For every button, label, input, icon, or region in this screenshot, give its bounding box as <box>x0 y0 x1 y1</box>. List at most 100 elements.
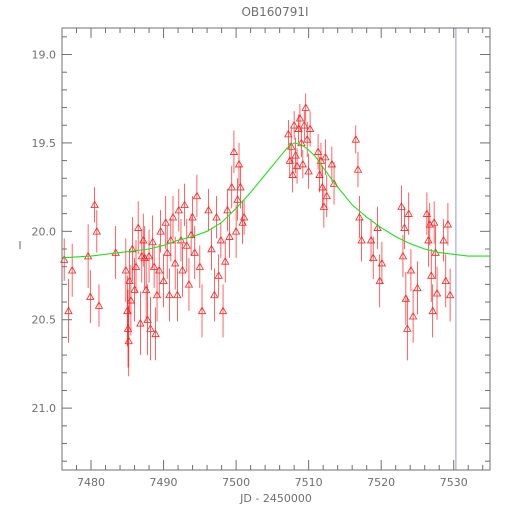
data-point <box>231 226 241 235</box>
data-point <box>427 271 436 279</box>
data-point <box>188 212 197 221</box>
data-point <box>90 200 99 209</box>
x-axis-label: JD - 2450000 <box>239 492 312 505</box>
x-tick-label: 7480 <box>77 476 105 489</box>
data-point <box>432 288 442 297</box>
data-point <box>303 135 312 143</box>
data-point <box>413 283 422 292</box>
data-point <box>398 251 408 260</box>
axis-ticks: 7480 7490 7500 7510 7520 7530 19.0 19.5 20.0 20.5… <box>32 28 490 489</box>
data-point <box>227 182 236 191</box>
data-point <box>192 191 202 200</box>
x-tick-label: 7530 <box>440 476 468 489</box>
data-point <box>313 147 323 155</box>
data-point <box>182 241 191 249</box>
data-point <box>207 244 216 253</box>
data-point <box>195 262 205 270</box>
data-point <box>165 290 174 299</box>
data-point <box>123 324 133 332</box>
data-point <box>322 191 331 200</box>
data-point <box>441 276 450 285</box>
x-tick-label: 7520 <box>367 476 395 489</box>
data-point <box>289 120 299 129</box>
data-point <box>92 226 102 235</box>
data-point <box>445 290 455 299</box>
data-point <box>229 147 239 155</box>
data-point <box>121 265 131 274</box>
data-point <box>404 209 413 217</box>
data-point <box>174 205 183 214</box>
y-tick-label: 19.0 <box>32 49 57 62</box>
data-point <box>124 336 133 345</box>
data-point <box>152 290 162 299</box>
data-point <box>146 324 155 332</box>
y-tick-label: 21.0 <box>32 402 57 415</box>
data-point <box>144 251 154 260</box>
data-point <box>225 232 234 240</box>
data-point <box>375 276 384 285</box>
y-tick-label: 20.0 <box>32 225 57 238</box>
data-point <box>292 161 302 170</box>
data-point <box>128 244 137 253</box>
data-point <box>373 223 382 231</box>
data-point <box>298 159 308 168</box>
data-point <box>170 258 180 267</box>
data-point <box>149 262 159 270</box>
plot-frame <box>61 27 491 471</box>
data-point <box>204 205 213 214</box>
y-axis-label: I <box>18 239 21 252</box>
y-tick-label: 20.5 <box>32 314 57 327</box>
chart-title: OB160791I <box>241 5 308 19</box>
x-tick-label: 7500 <box>222 476 250 489</box>
data-point <box>233 195 242 203</box>
data-point <box>159 276 168 285</box>
data-point <box>143 315 152 323</box>
data-point <box>163 248 172 256</box>
data-point <box>184 280 194 288</box>
data-point <box>377 258 387 267</box>
data-point <box>236 182 245 191</box>
data-point <box>155 265 164 274</box>
data-point <box>148 237 157 246</box>
model-curve <box>61 142 490 259</box>
data-point <box>406 265 416 274</box>
data-point <box>439 235 448 244</box>
data-point <box>300 120 309 129</box>
data-point <box>234 159 244 168</box>
x-tick-label: 7490 <box>150 476 178 489</box>
data-point <box>288 170 297 178</box>
data-point <box>221 257 230 265</box>
data-point <box>86 292 95 300</box>
data-point <box>218 306 228 315</box>
data-point <box>357 235 366 244</box>
data-point <box>408 311 418 320</box>
data-point <box>212 212 221 221</box>
data-point <box>136 318 145 327</box>
data-point <box>321 152 330 161</box>
plot-area <box>59 28 490 470</box>
data-point <box>329 179 339 187</box>
data-point <box>295 113 305 122</box>
data-point <box>351 135 360 143</box>
data-point <box>216 235 226 244</box>
data-point <box>422 209 432 217</box>
data-point <box>366 235 376 244</box>
data-point <box>126 295 136 304</box>
data-point <box>214 271 223 279</box>
data-point <box>133 223 143 231</box>
data-point <box>400 223 409 231</box>
data-point <box>151 329 160 338</box>
data-point <box>284 129 293 138</box>
data-point <box>443 219 453 228</box>
data-point <box>403 324 412 332</box>
data-point <box>131 262 141 270</box>
data-point <box>178 265 187 274</box>
data-point <box>223 205 232 214</box>
data-point <box>428 306 437 315</box>
data-point <box>327 159 337 168</box>
data-point <box>64 306 73 315</box>
data-point <box>161 218 170 226</box>
data-point <box>94 301 104 309</box>
data-point <box>369 253 378 262</box>
